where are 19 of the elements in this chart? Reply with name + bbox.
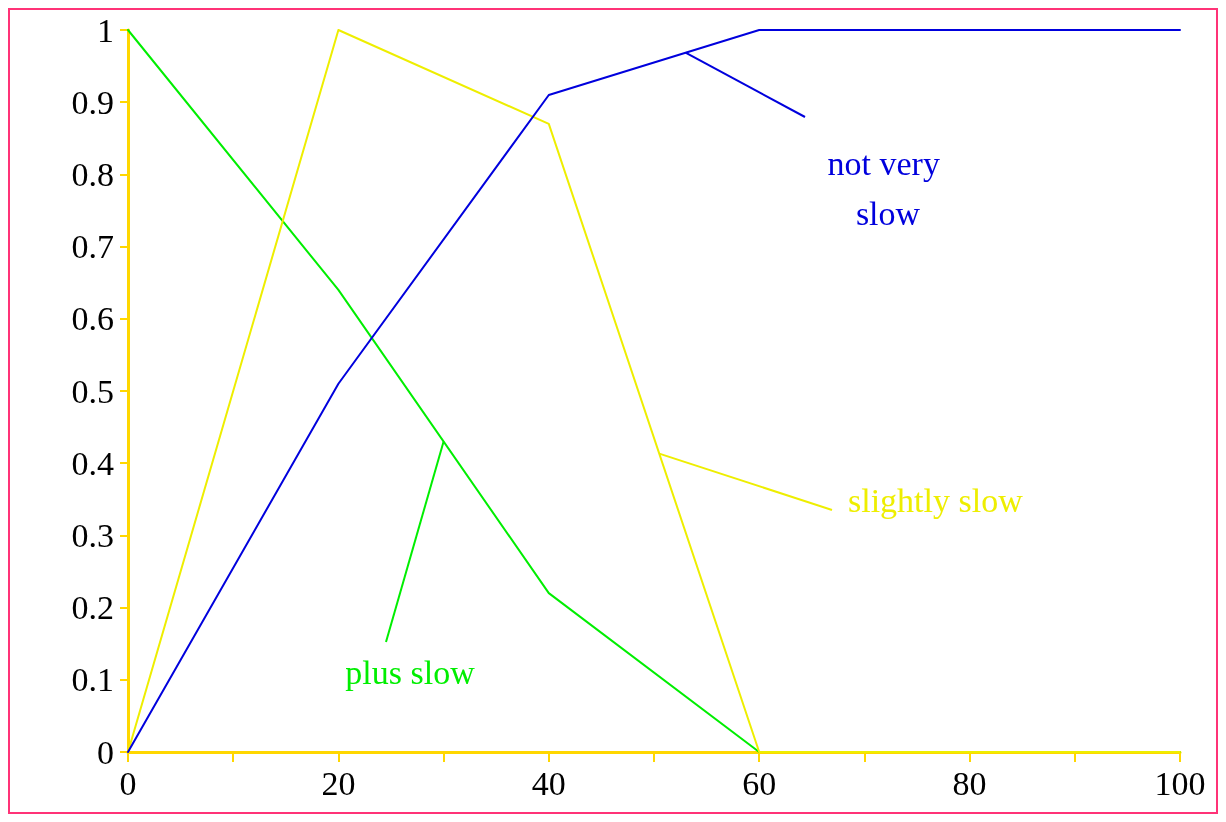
y-tick-label: 0.1 xyxy=(71,661,114,699)
text: not very slow xyxy=(827,144,949,232)
x-tick-label: 20 xyxy=(321,764,356,802)
x-tick-label: 60 xyxy=(742,764,777,802)
y-tick-label: 0 xyxy=(97,733,114,771)
y-tick-label: 0.5 xyxy=(71,372,114,410)
x-tick-label: 40 xyxy=(531,764,566,802)
y-tick-label: 0.2 xyxy=(71,589,114,627)
y-tick-label: 0.4 xyxy=(71,444,114,482)
y-tick-label: 0.6 xyxy=(71,300,114,338)
text: plus slow xyxy=(345,653,476,691)
y-tick-label: 0.3 xyxy=(71,516,114,554)
x-tick-label: 80 xyxy=(952,764,987,802)
y-tick-label: 1 xyxy=(97,11,114,49)
y-tick-label: 0.8 xyxy=(71,155,114,193)
x-tick-label: 100 xyxy=(1154,764,1206,802)
text: slightly slow xyxy=(848,481,1024,519)
y-tick-label: 0.7 xyxy=(71,228,114,266)
y-tick-label: 0.9 xyxy=(71,83,114,121)
